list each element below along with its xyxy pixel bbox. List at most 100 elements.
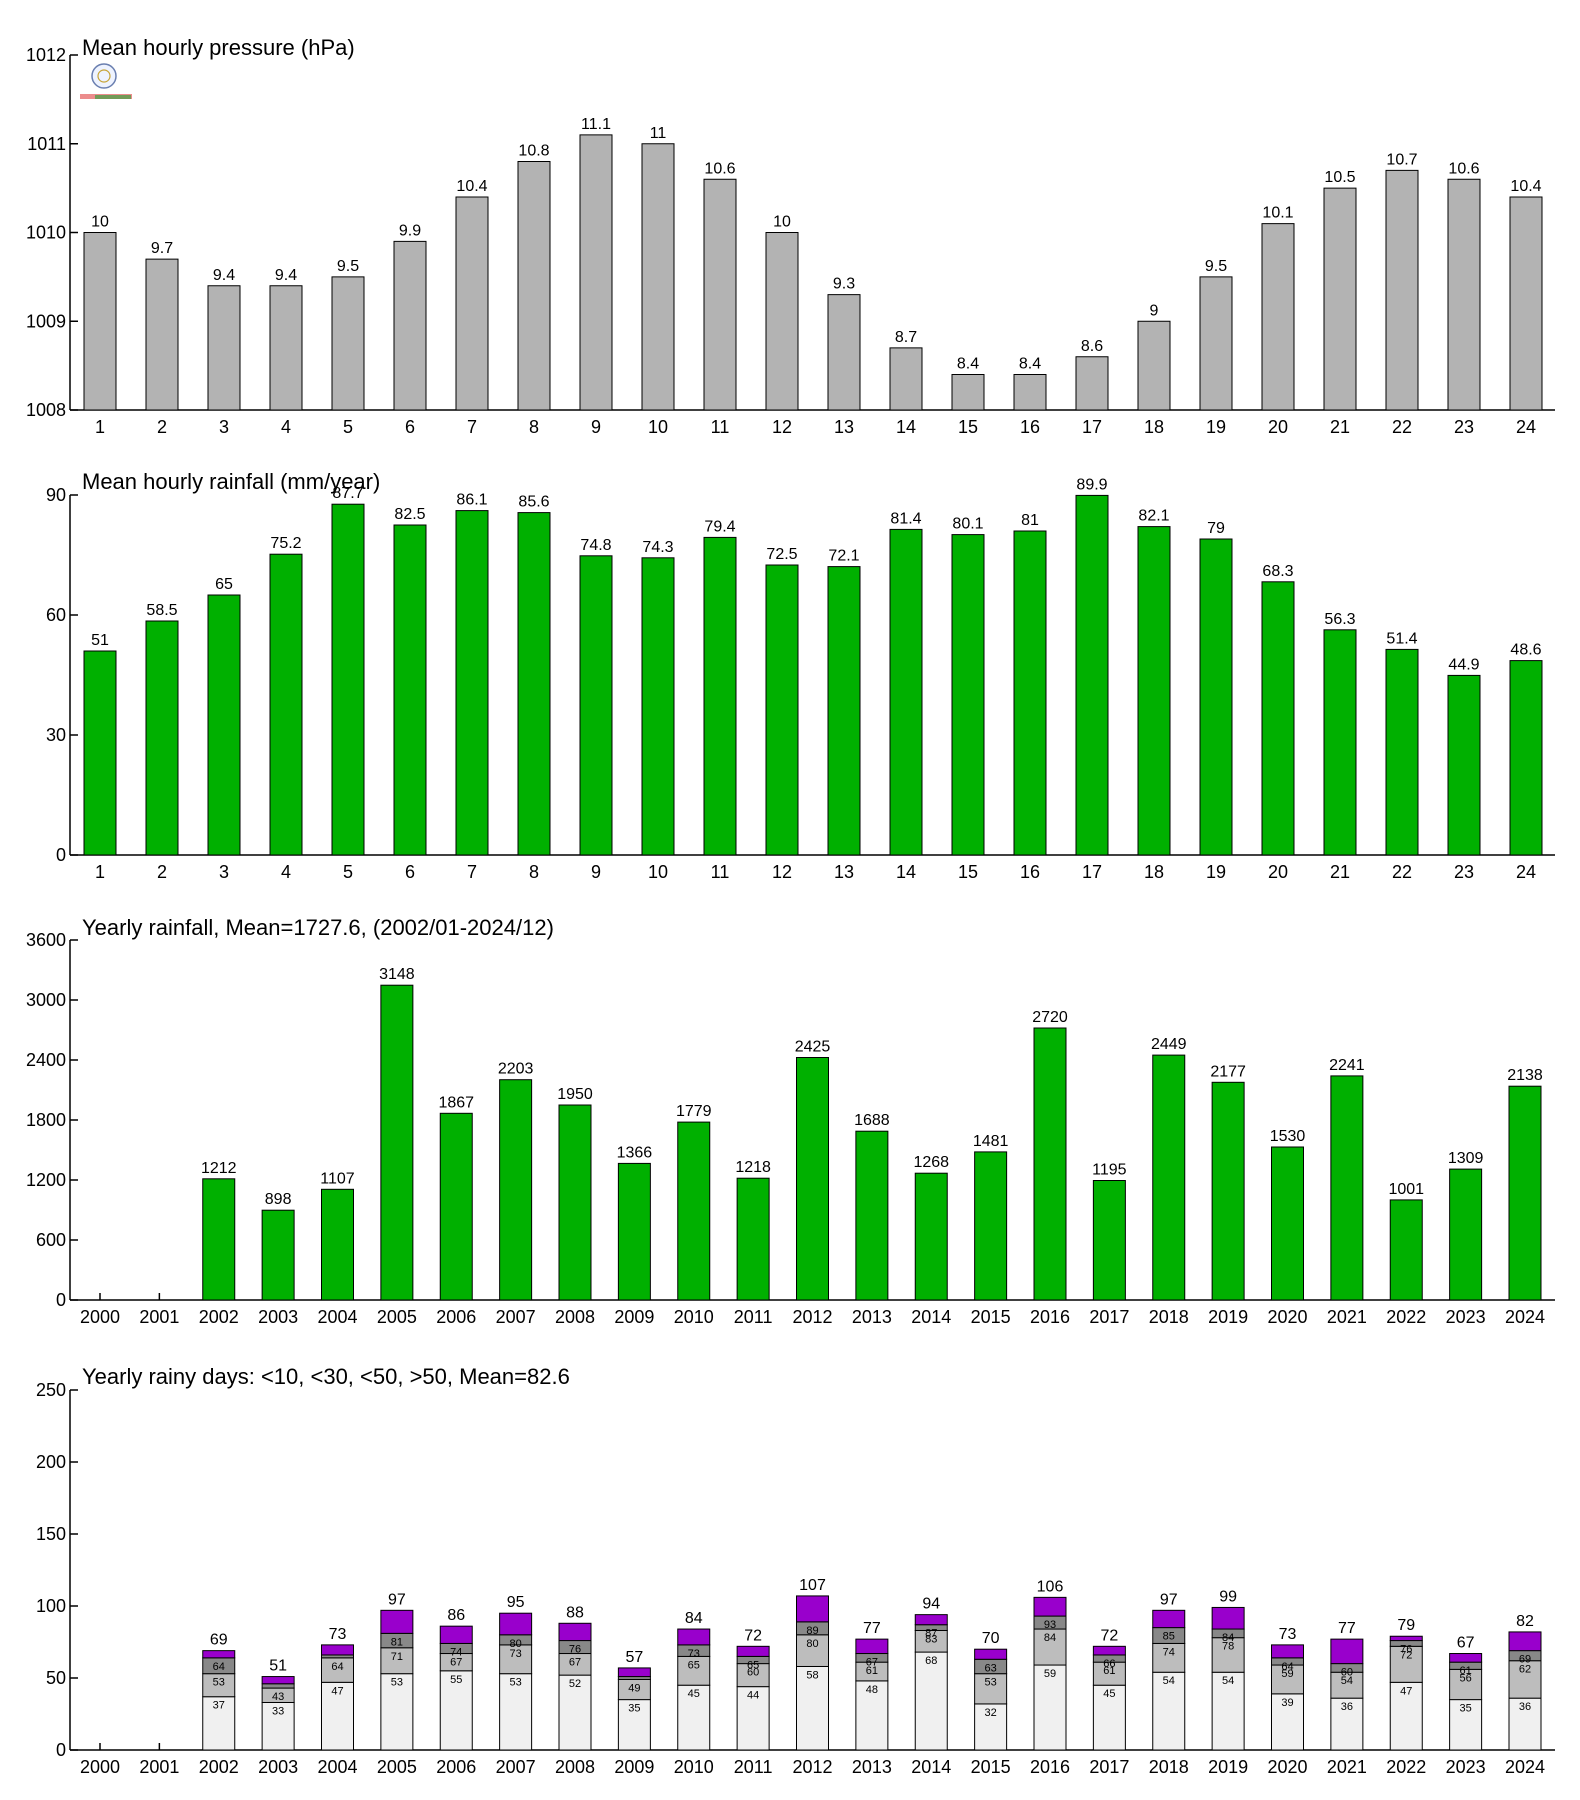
bar-value-label: 85.6 <box>518 494 549 511</box>
x-tick-label: 2000 <box>80 1757 120 1777</box>
segment-value-label: 61 <box>1460 1665 1472 1677</box>
bar <box>321 1188 354 1301</box>
bar-total-label: 79 <box>1397 1617 1415 1634</box>
stack-segment-1 <box>1330 1697 1364 1751</box>
segment-value-label: 84 <box>1222 1632 1234 1644</box>
segment-value-label: 37 <box>213 1700 225 1712</box>
x-tick-label: 2011 <box>734 1307 773 1327</box>
bar-total-label: 57 <box>625 1649 643 1666</box>
bar <box>951 534 985 856</box>
bar-value-label: 1366 <box>617 1144 653 1161</box>
bar-value-label: 10 <box>773 214 791 231</box>
bar-value-label: 1309 <box>1448 1150 1484 1167</box>
segment-value-label: 54 <box>1163 1675 1175 1687</box>
stack-segment-1 <box>617 1699 651 1751</box>
x-tick-label: 13 <box>834 417 854 437</box>
bar-total-label: 77 <box>863 1620 881 1637</box>
bar-total-label: 95 <box>507 1594 525 1611</box>
stack-segment-1 <box>261 1701 295 1751</box>
stack-segment-4 <box>677 1628 711 1646</box>
x-tick-label: 2004 <box>317 1757 357 1777</box>
x-tick-label: 2023 <box>1446 1307 1486 1327</box>
segment-value-label: 83 <box>925 1633 937 1645</box>
segment-value-label: 53 <box>213 1677 225 1689</box>
stack-segment-4 <box>380 1609 414 1634</box>
bar-total-label: 69 <box>210 1632 228 1649</box>
bar <box>439 1112 473 1301</box>
segment-value-label: 61 <box>866 1665 878 1677</box>
bar <box>393 524 427 856</box>
bar-value-label: 8.4 <box>1019 356 1041 373</box>
y-tick-label: 1012 <box>26 45 66 65</box>
bar-total-label: 67 <box>1457 1635 1475 1652</box>
x-tick-label: 6 <box>405 862 415 882</box>
y-tick-label: 1009 <box>26 311 66 331</box>
x-tick-label: 2010 <box>674 1757 714 1777</box>
x-tick-label: 10 <box>648 417 668 437</box>
bar <box>1013 374 1047 411</box>
bar-total-label: 73 <box>329 1626 347 1643</box>
x-tick-label: 14 <box>896 417 916 437</box>
segment-value-label: 73 <box>688 1648 700 1660</box>
bar <box>1261 581 1295 856</box>
bar-value-label: 1195 <box>1092 1162 1127 1179</box>
chart-title: Yearly rainfall, Mean=1727.6, (2002/01-2… <box>82 915 554 940</box>
stack-segment-1 <box>1092 1684 1126 1751</box>
segment-value-label: 59 <box>1044 1668 1056 1680</box>
stack-segment-4 <box>1389 1635 1423 1642</box>
stack-segment-1 <box>439 1670 473 1751</box>
x-tick-label: 22 <box>1392 417 1412 437</box>
segment-value-label: 60 <box>1341 1667 1353 1679</box>
bar-value-label: 68.3 <box>1262 563 1293 580</box>
x-tick-label: 2022 <box>1386 1307 1426 1327</box>
x-tick-label: 2021 <box>1327 1307 1367 1327</box>
bar-value-label: 1001 <box>1388 1181 1424 1198</box>
bar <box>579 555 613 856</box>
bar <box>677 1121 711 1301</box>
bar-value-label: 1107 <box>320 1170 355 1187</box>
y-tick-label: 200 <box>36 1452 66 1472</box>
stack-segment-4 <box>1449 1653 1483 1663</box>
bar-value-label: 48.6 <box>1510 642 1541 659</box>
bar-value-label: 82.1 <box>1138 508 1169 525</box>
x-tick-label: 2017 <box>1089 1757 1129 1777</box>
segment-value-label: 80 <box>510 1638 522 1650</box>
segment-value-label: 68 <box>925 1655 937 1667</box>
bar-value-label: 51.4 <box>1386 630 1417 647</box>
stack-segment-1 <box>1033 1664 1067 1751</box>
bar-value-label: 1950 <box>557 1086 593 1103</box>
bar-value-label: 2425 <box>795 1039 831 1056</box>
y-tick-label: 0 <box>56 1290 66 1310</box>
bar-total-label: 70 <box>982 1630 1000 1647</box>
x-tick-label: 19 <box>1206 862 1226 882</box>
bar <box>914 1172 948 1301</box>
x-tick-label: 2006 <box>436 1307 476 1327</box>
segment-value-label: 87 <box>925 1628 937 1640</box>
bar <box>1385 169 1419 411</box>
x-tick-label: 2002 <box>199 1307 239 1327</box>
x-tick-label: 2005 <box>377 1757 417 1777</box>
bar <box>951 374 985 411</box>
bar <box>641 557 675 856</box>
bar <box>83 232 117 411</box>
segment-value-label: 80 <box>806 1638 818 1650</box>
x-tick-label: 2016 <box>1030 1757 1070 1777</box>
bar-value-label: 1212 <box>201 1160 237 1177</box>
x-tick-label: 20 <box>1268 417 1288 437</box>
segment-value-label: 85 <box>1163 1631 1175 1643</box>
bar <box>703 178 737 411</box>
x-tick-label: 2007 <box>496 1757 536 1777</box>
x-tick-label: 4 <box>281 862 291 882</box>
bar-value-label: 79 <box>1207 520 1225 537</box>
segment-value-label: 52 <box>569 1678 581 1690</box>
y-tick-label: 2400 <box>26 1050 66 1070</box>
x-tick-label: 17 <box>1082 417 1102 437</box>
x-tick-label: 2007 <box>496 1307 536 1327</box>
segment-value-label: 61 <box>1103 1665 1115 1677</box>
bar-value-label: 56.3 <box>1324 611 1355 628</box>
bar-value-label: 72.1 <box>828 548 859 565</box>
chart-title: Yearly rainy days: <10, <30, <50, >50, M… <box>82 1364 570 1389</box>
bar-total-label: 106 <box>1037 1578 1064 1595</box>
segment-value-label: 43 <box>272 1691 284 1703</box>
x-tick-label: 2015 <box>971 1757 1011 1777</box>
